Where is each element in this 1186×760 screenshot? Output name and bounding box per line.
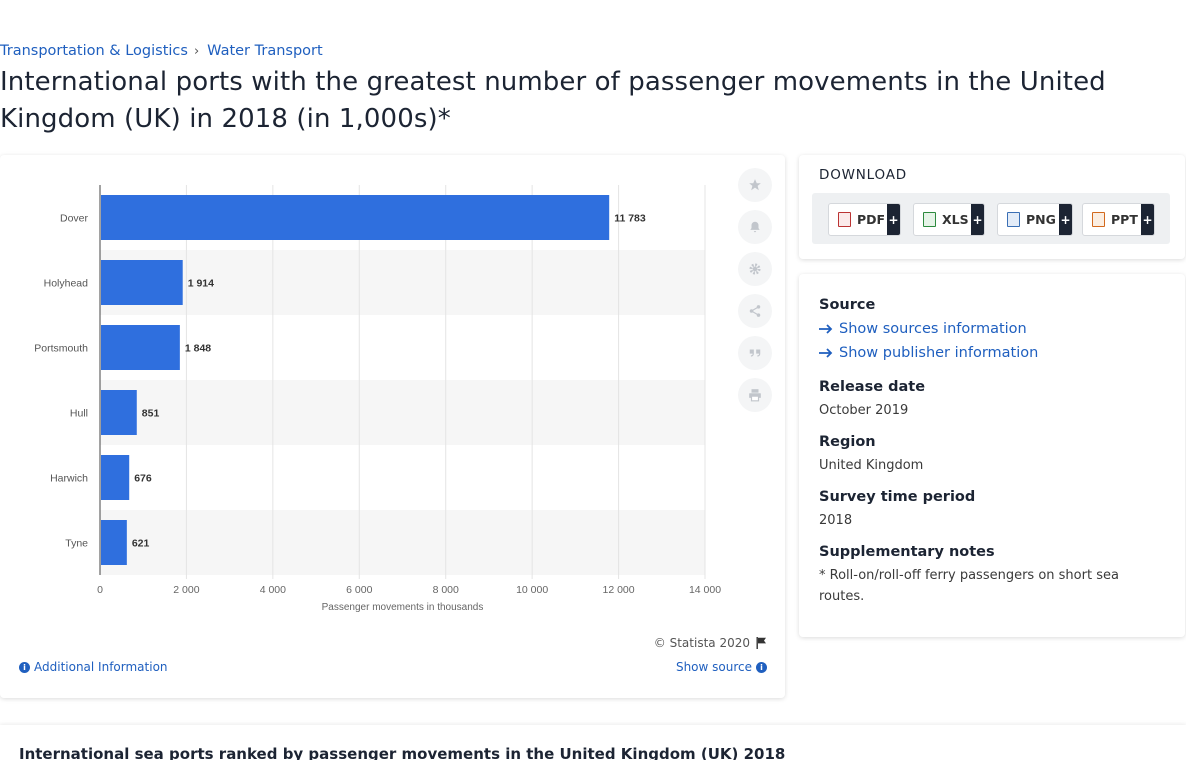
additional-information-link[interactable]: i Additional Information	[19, 660, 168, 674]
info-icon: i	[756, 661, 767, 673]
survey-period-label: Survey time period	[819, 489, 976, 505]
breadcrumb-separator: ›	[193, 43, 200, 59]
download-ppt-button[interactable]: PPT +	[1082, 203, 1155, 236]
category-label: Tyne	[65, 538, 88, 550]
region-value: United Kingdom	[819, 458, 924, 473]
show-sources-link[interactable]: Show sources information	[819, 321, 1027, 337]
plus-icon: +	[1059, 204, 1072, 235]
x-tick-label: 4 000	[260, 584, 286, 596]
x-tick-label: 2 000	[173, 584, 199, 596]
category-label: Harwich	[50, 473, 88, 485]
x-tick-label: 6 000	[346, 584, 372, 596]
plus-icon: +	[1141, 204, 1154, 235]
flag-icon[interactable]	[756, 637, 767, 649]
source-label: Source	[819, 297, 876, 313]
row-band	[100, 510, 705, 575]
x-tick-label: 10 000	[516, 584, 548, 596]
additional-information-label: Additional Information	[34, 660, 168, 674]
x-tick-label: 0	[97, 584, 103, 596]
data-label: 851	[142, 408, 160, 420]
share-icon	[749, 305, 761, 317]
cite-button[interactable]	[738, 336, 772, 370]
data-label: 1 848	[185, 343, 211, 355]
show-source-label: Show source	[675, 660, 752, 674]
page-title: International ports with the greatest nu…	[0, 67, 1106, 134]
favorite-button[interactable]	[738, 168, 772, 202]
row-band	[100, 250, 705, 315]
download-pdf-label: PDF	[857, 212, 886, 227]
supplementary-notes-label: Supplementary notes	[819, 544, 995, 560]
breadcrumb: Transportation & Logistics › Water Trans…	[0, 43, 323, 59]
download-xls-button[interactable]: XLS +	[913, 203, 985, 236]
info-icon: i	[19, 661, 30, 673]
share-button[interactable]	[738, 294, 772, 328]
release-date-value: October 2019	[819, 403, 909, 418]
survey-period-value: 2018	[819, 513, 853, 528]
download-png-button[interactable]: PNG +	[997, 203, 1073, 236]
pdf-file-icon	[838, 212, 851, 227]
x-tick-label: 12 000	[603, 584, 635, 596]
notification-button[interactable]	[738, 210, 772, 244]
download-title: DOWNLOAD	[819, 167, 907, 183]
copyright: © Statista 2020	[654, 636, 767, 650]
arrow-right-icon	[819, 348, 833, 358]
download-ppt-label: PPT	[1111, 212, 1138, 227]
chart-tools	[738, 168, 772, 420]
download-xls-label: XLS	[942, 212, 969, 227]
settings-button[interactable]	[738, 252, 772, 286]
show-publisher-link[interactable]: Show publisher information	[819, 345, 1038, 361]
data-label: 676	[134, 473, 152, 485]
plus-icon: +	[971, 204, 984, 235]
show-publisher-label: Show publisher information	[839, 345, 1039, 361]
ppt-file-icon	[1092, 212, 1105, 227]
x-tick-label: 8 000	[433, 584, 459, 596]
related-statistic-strip: International sea ports ranked by passen…	[0, 725, 1186, 760]
show-source-link[interactable]: Show source i	[676, 660, 767, 674]
category-label: Holyhead	[44, 278, 89, 290]
row-band	[100, 380, 705, 445]
download-card: DOWNLOAD PDF + XLS + PNG + PPT +	[799, 155, 1185, 259]
data-label: 1 914	[188, 278, 214, 290]
bar	[101, 195, 610, 240]
supplementary-notes-value: * Roll-on/roll-off ferry passengers on s…	[819, 568, 1119, 604]
gear-icon	[749, 263, 761, 275]
arrow-right-icon	[819, 324, 833, 334]
bar	[101, 325, 180, 370]
xls-file-icon	[923, 212, 936, 227]
region-label: Region	[819, 434, 876, 450]
breadcrumb-link-transportation[interactable]: Transportation & Logistics	[0, 43, 188, 59]
category-label: Portsmouth	[34, 343, 88, 355]
bar	[101, 390, 137, 435]
chart-card: 0 2 000 4 000 6 000 8 000 10 000 12 000 14 000 D…	[0, 155, 785, 698]
bar	[101, 260, 183, 305]
plus-icon: +	[887, 204, 900, 235]
print-button[interactable]	[738, 378, 772, 412]
download-png-label: PNG	[1026, 212, 1056, 227]
data-label: 621	[132, 538, 150, 550]
download-pdf-button[interactable]: PDF +	[828, 203, 901, 236]
print-icon	[749, 389, 761, 402]
breadcrumb-link-water-transport[interactable]: Water Transport	[207, 43, 323, 59]
x-tick-label: 14 000	[689, 584, 721, 596]
bar	[101, 455, 130, 500]
release-date-label: Release date	[819, 379, 926, 395]
quote-icon	[749, 349, 761, 357]
bell-icon	[750, 221, 760, 233]
category-label: Dover	[60, 213, 89, 225]
statistic-details-card: Source Show sources information Show pub…	[799, 274, 1185, 637]
copyright-text: © Statista 2020	[653, 636, 750, 650]
category-label: Hull	[70, 408, 88, 420]
data-label: 11 783	[614, 213, 646, 225]
bar	[101, 520, 127, 565]
star-icon	[749, 179, 761, 191]
show-sources-label: Show sources information	[839, 321, 1027, 337]
related-statistic-title[interactable]: International sea ports ranked by passen…	[19, 745, 786, 760]
download-buttons: PDF + XLS + PNG + PPT +	[812, 193, 1170, 244]
bar-chart: 0 2 000 4 000 6 000 8 000 10 000 12 000 14 000 D…	[34, 185, 721, 613]
x-axis-title: Passenger movements in thousands	[322, 602, 484, 613]
png-file-icon	[1007, 212, 1020, 227]
